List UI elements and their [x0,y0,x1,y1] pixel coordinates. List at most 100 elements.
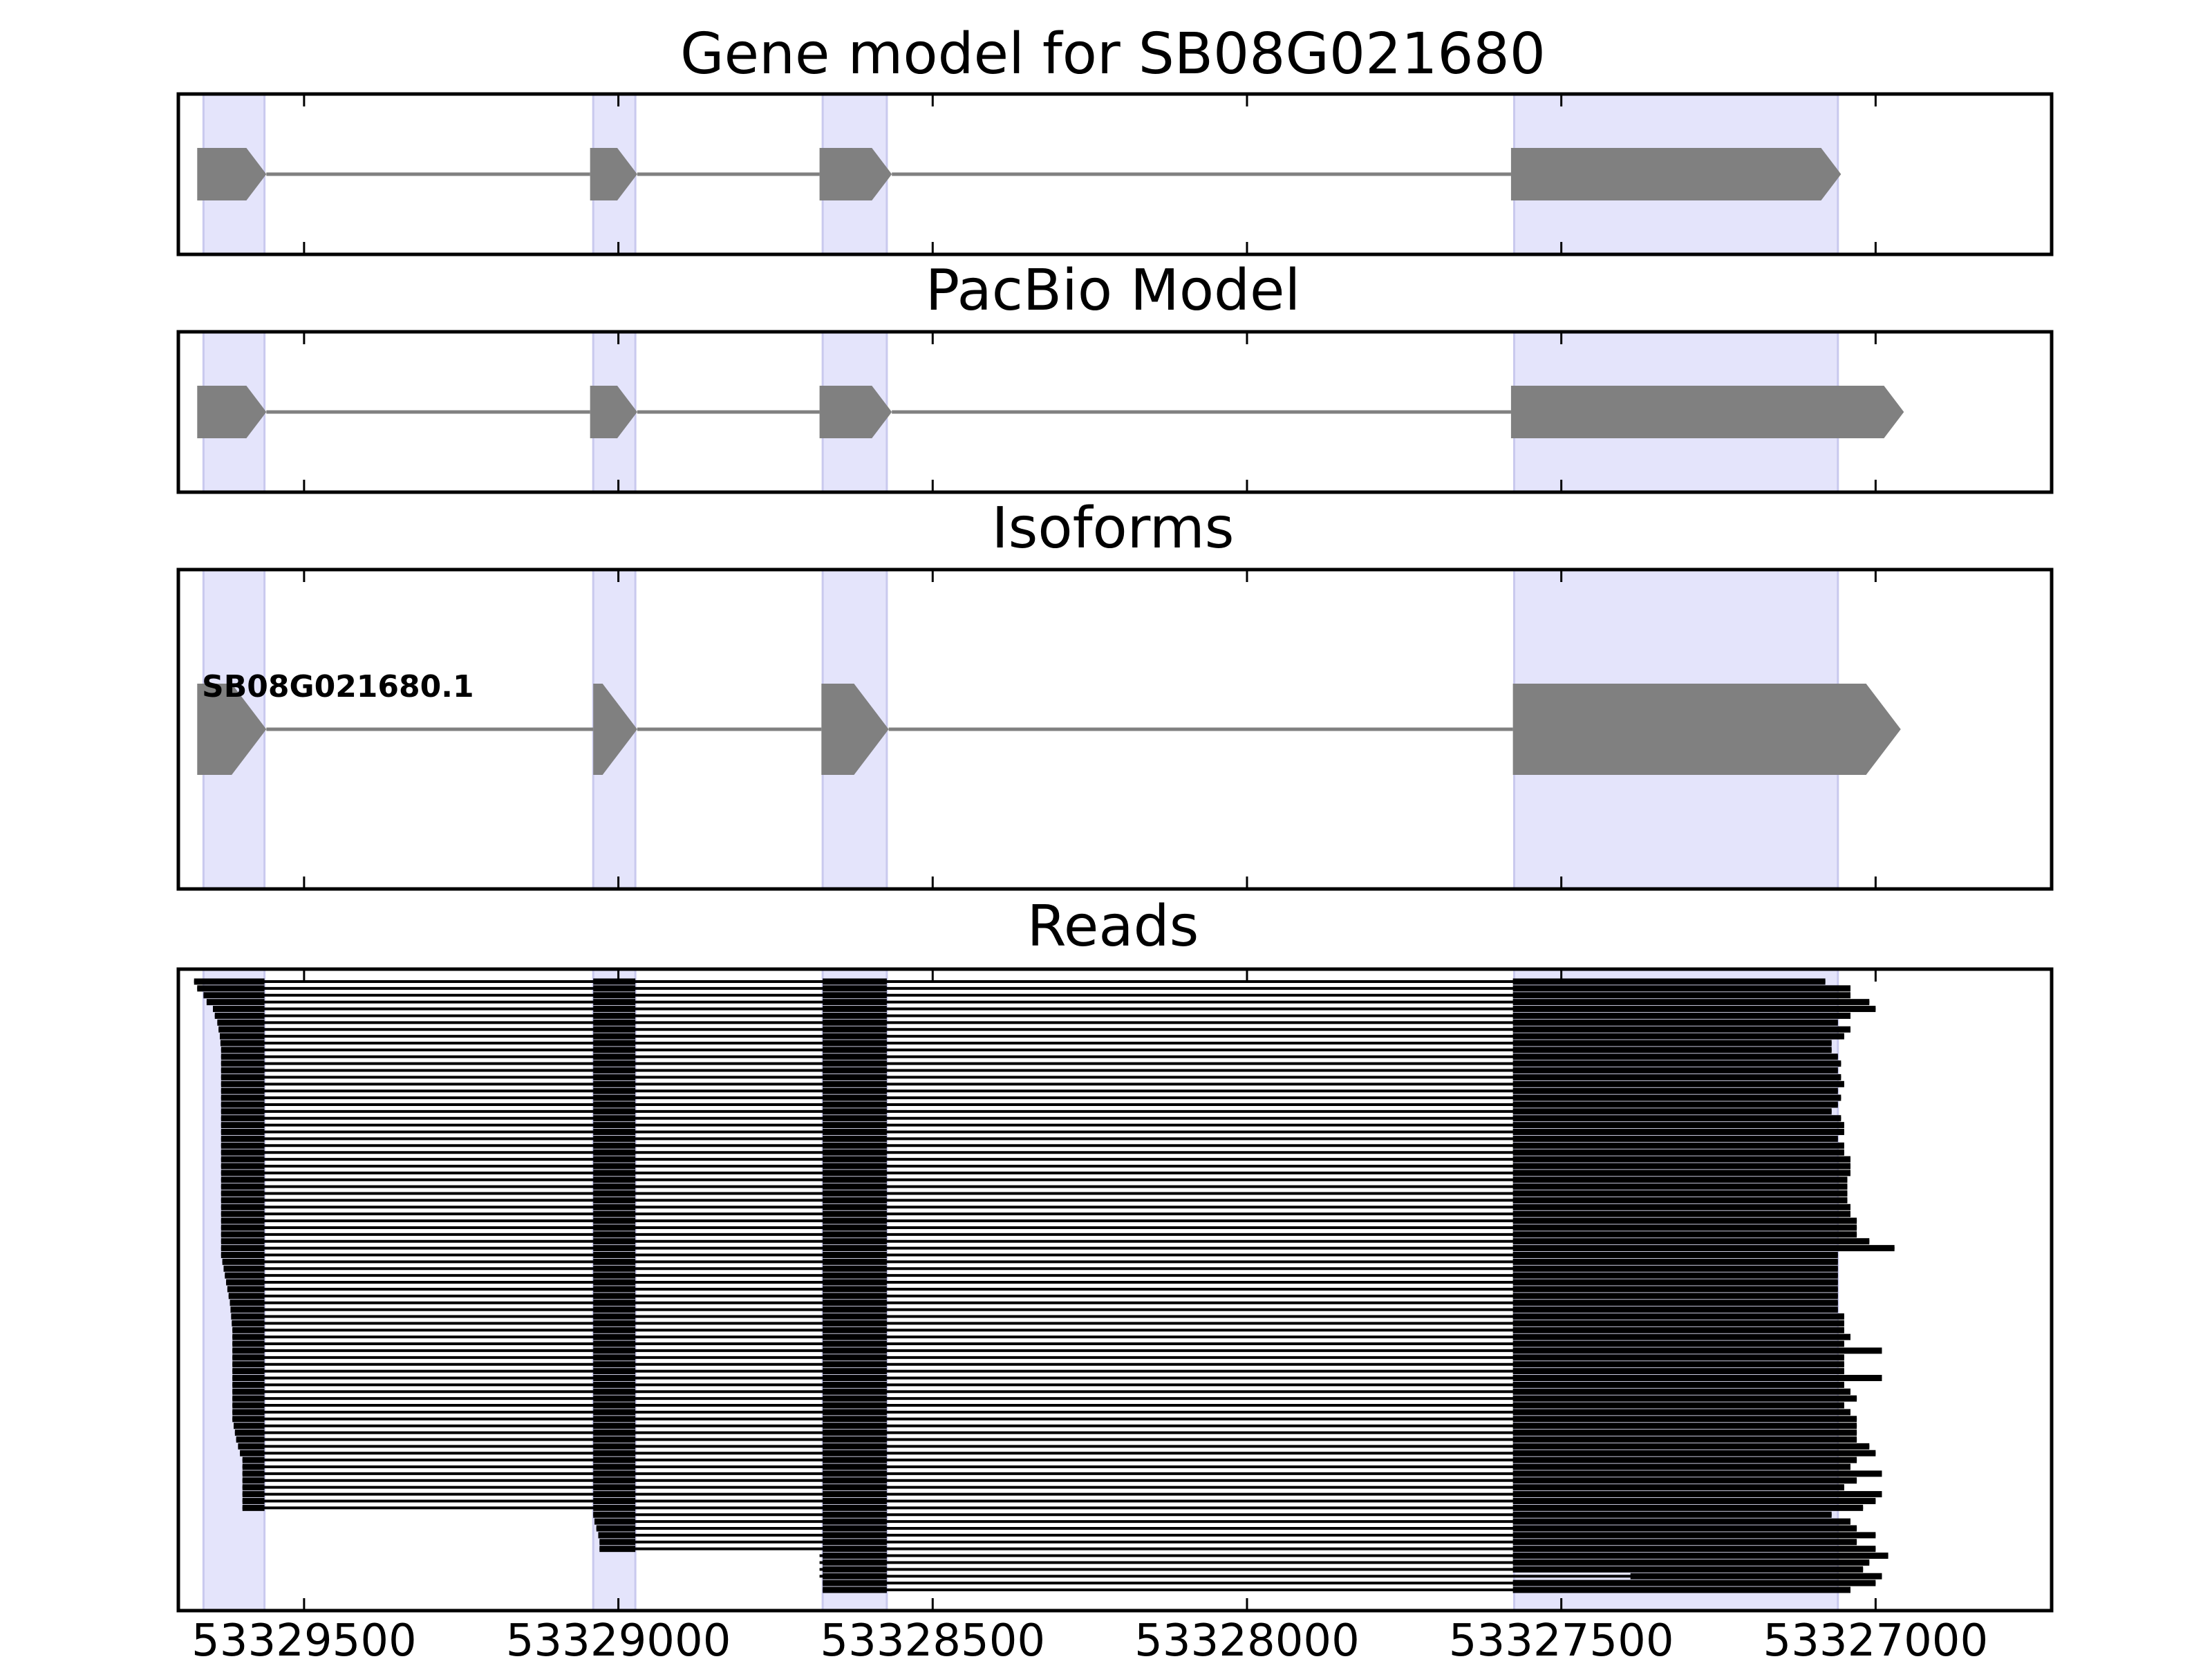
read [221,1129,1844,1136]
read [221,1122,1844,1129]
reads-track [194,978,1895,1593]
read-exon [1512,1149,1844,1156]
exon-block [590,148,637,200]
read-exon [232,1333,265,1340]
read-exon [221,1149,265,1156]
read-exon [220,1040,265,1047]
read [232,1416,1857,1423]
read-exon [232,1416,265,1423]
read-exon [1512,1087,1838,1094]
read-exon [823,1217,887,1224]
read-exon [593,1060,636,1067]
read-exon [823,1381,887,1388]
read-exon [221,1190,265,1197]
read [593,1511,1832,1518]
read-exon [223,1265,265,1272]
read-exon [221,1094,265,1101]
read-exon [1512,1115,1841,1122]
read-exon [823,1402,887,1409]
read [594,1518,1850,1525]
read-exon [593,1108,636,1115]
read-exon [1512,999,1870,1006]
read-exon [228,1293,265,1300]
read-exon [1512,1163,1850,1170]
read-exon [1512,1080,1844,1087]
read-exon [1512,1279,1838,1286]
read-exon [593,1224,636,1231]
read-exon [1512,1511,1832,1518]
read [218,1026,1850,1033]
read-exon [823,1122,887,1129]
read-exon [823,985,887,992]
read-exon [1512,1238,1870,1245]
read-exon [1512,1265,1838,1272]
read-exon [242,1497,265,1504]
read-exon [593,1497,636,1504]
read-exon [593,1170,636,1177]
read-exon [1512,1006,1876,1013]
read-exon [197,985,265,992]
read [221,1101,1838,1108]
read-exon [1512,1340,1844,1347]
read-exon [1512,1217,1857,1224]
read-exon [823,1060,887,1067]
panel-frame [176,967,2054,1613]
read-exon [1512,1252,1838,1259]
read-exon [593,1456,636,1463]
read-exon [1512,1272,1838,1279]
read-exon [221,1087,265,1094]
read-exon [593,1272,636,1279]
read [221,1170,1850,1177]
panel-gene-model: Gene model for SB08G021680 [176,21,2054,256]
read-exon [1512,1463,1850,1470]
read-exon [232,1388,265,1395]
read-exon [1512,1388,1850,1395]
read-exon [593,1306,636,1313]
read-exon [823,1203,887,1210]
read-exon [1512,1210,1850,1217]
read [232,1409,1850,1416]
read-exon [1512,1094,1841,1101]
read-exon [823,1333,887,1340]
x-tick-label: 53329000 [506,1615,731,1659]
read-exon [823,1142,887,1149]
read [823,1586,1850,1593]
read-exon [1512,1142,1844,1149]
read [214,1012,1850,1019]
read-exon [593,1122,636,1129]
x-axis-ticks [303,570,1877,889]
read [232,1347,1882,1354]
read-exon [593,1381,636,1388]
read-exon [1512,1300,1838,1306]
read-exon [1512,1497,1876,1504]
read-exon [823,1491,887,1498]
read-exon [823,1497,887,1504]
read-exon [593,1347,636,1354]
read-exon [221,1252,265,1259]
read-exon [823,1026,887,1033]
exon-block [821,684,889,775]
exon-block [1510,386,1904,438]
panel-title-reads: Reads [1027,894,1199,959]
read-exon [823,1156,887,1163]
read [240,1450,1876,1456]
read-exon [593,1210,636,1217]
read-exon [232,1395,265,1402]
read-exon [1512,1402,1844,1409]
read-exon [221,1170,265,1177]
read-exon [1512,1047,1832,1053]
read-exon [1512,1320,1844,1327]
read-exon [230,1306,265,1313]
read-exon [213,1006,265,1013]
read-exon [593,1484,636,1491]
exon-block [197,148,267,200]
read-exon [593,1313,636,1320]
read-exon [593,1217,636,1224]
read-exon [823,1224,887,1231]
read-exon [221,1115,265,1122]
read-exon [1512,1129,1844,1136]
read-exon [593,1320,636,1327]
read-exon [593,1067,636,1074]
read-exon [242,1484,265,1491]
